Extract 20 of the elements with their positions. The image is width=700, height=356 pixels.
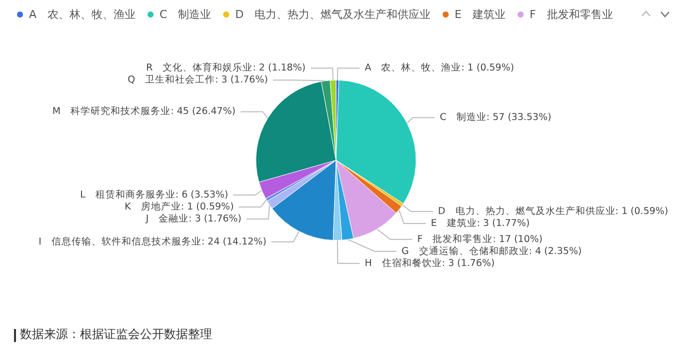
slice-label: G 交通运输、仓储和邮政业: 4 (2.35%) [402,244,582,257]
legend-label: A 农、林、牧、渔业 [29,8,136,21]
slice-label: M 科学研究和技术服务业: 45 (26.47%) [52,105,236,118]
slice-label: K 房地产业: 1 (0.59%) [124,200,234,213]
slice-label: L 租赁和商务服务业: 6 (3.53%) [80,188,228,201]
slice-label: J 金融业: 3 (1.76%) [144,212,242,225]
slice-label: H 住宿和餐饮业: 3 (1.76%) [364,256,495,269]
legend-label: C 制造业 [160,8,212,21]
slice-label: I 信息传输、软件和信息技术服务业: 24 (14.12%) [38,235,266,248]
legend-label: E 建筑业 [454,8,506,21]
legend-label: F 批发和零售业 [530,8,613,21]
source-note: 数据来源：根据证监会公开数据整理 [20,327,212,341]
legend-label: D 电力、热力、燃气及水生产和供应业 [235,8,431,21]
slice-label: R 文化、体育和娱乐业: 2 (1.18%) [146,62,306,74]
category-label: F 批发和零售业: 17 (10%) [417,234,543,245]
category-label: C 制造业: 57 (33.53%) [440,112,552,124]
category-label: A 农、林、牧、渔业: 1 (0.59%) [364,62,514,74]
category-label: D 电力、热力、燃气及水生产和供应业: 1 (0.59%) [438,206,668,218]
category-label: E 建筑业: 3 (1.77%) [430,218,530,230]
slice-label: Q 卫生和社会工作: 3 (1.76%) [128,74,268,86]
